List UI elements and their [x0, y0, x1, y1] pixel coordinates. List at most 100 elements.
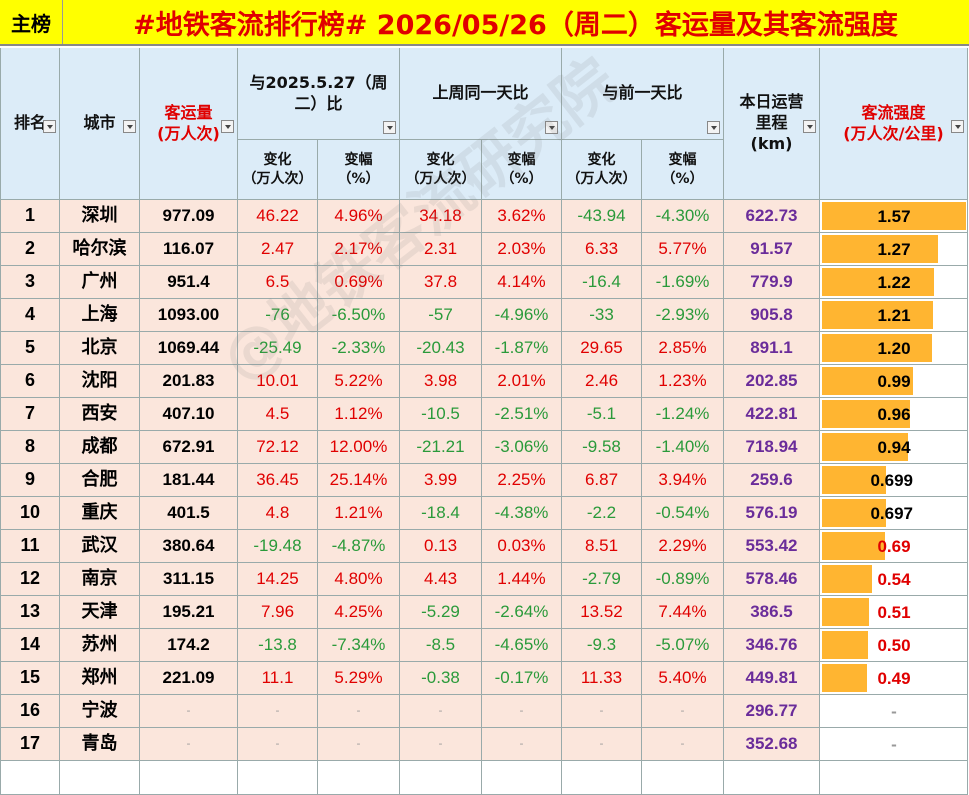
filter-button[interactable] — [707, 121, 720, 134]
table-cell: 6.5 — [238, 266, 318, 299]
subcolumn-header: 变化 （万人次） — [238, 140, 318, 200]
table-cell: - — [238, 728, 318, 761]
table-cell: 上海 — [60, 299, 140, 332]
table-cell: - — [318, 728, 400, 761]
table-cell: 2.17% — [318, 233, 400, 266]
table-cell: 3.62% — [482, 200, 562, 233]
table-cell: 779.9 — [724, 266, 820, 299]
intensity-bar — [822, 301, 933, 329]
table-cell: 合肥 — [60, 464, 140, 497]
table-cell: 4 — [0, 299, 60, 332]
filter-button[interactable] — [383, 121, 396, 134]
table-cell: 1.44% — [482, 563, 562, 596]
table-cell: 195.21 — [140, 596, 238, 629]
subcolumn-header: 变化 （万人次） — [400, 140, 482, 200]
intensity-value: 0.50 — [877, 635, 911, 655]
intensity-value: 1.27 — [877, 239, 911, 259]
subcolumn-header: 变幅 （%） — [318, 140, 400, 200]
table-cell: -4.96% — [482, 299, 562, 332]
table-cell: 401.5 — [140, 497, 238, 530]
empty-cell — [60, 761, 140, 795]
table-cell: 905.8 — [724, 299, 820, 332]
table-cell: - — [318, 695, 400, 728]
table-cell: 15 — [0, 662, 60, 695]
table-cell: 2.01% — [482, 365, 562, 398]
table-cell: 11 — [0, 530, 60, 563]
table-cell: 3.98 — [400, 365, 482, 398]
filter-button[interactable] — [123, 120, 136, 133]
intensity-value: 1.57 — [877, 206, 911, 226]
table-cell: 9 — [0, 464, 60, 497]
empty-cell — [238, 761, 318, 795]
table-cell: -1.24% — [642, 398, 724, 431]
table-cell: 13 — [0, 596, 60, 629]
table-cell: 14.25 — [238, 563, 318, 596]
table-cell: 578.46 — [724, 563, 820, 596]
table-cell: -2.79 — [562, 563, 642, 596]
empty-cell — [820, 761, 968, 795]
table-cell: 576.19 — [724, 497, 820, 530]
empty-cell — [482, 761, 562, 795]
table-cell: 1.12% — [318, 398, 400, 431]
table-cell: - — [562, 728, 642, 761]
table-cell: - — [140, 728, 238, 761]
table-cell: 202.85 — [724, 365, 820, 398]
table-cell: 13.52 — [562, 596, 642, 629]
table-cell: 苏州 — [60, 629, 140, 662]
filter-button[interactable] — [221, 120, 234, 133]
filter-button[interactable] — [43, 120, 56, 133]
table-cell: 天津 — [60, 596, 140, 629]
table-cell: 5.22% — [318, 365, 400, 398]
filter-button[interactable] — [803, 120, 816, 133]
table-cell: 352.68 — [724, 728, 820, 761]
table-cell: 25.14% — [318, 464, 400, 497]
table-cell: 0.69% — [318, 266, 400, 299]
intensity-value: 0.96 — [877, 404, 911, 424]
table-cell: 4.8 — [238, 497, 318, 530]
table-cell: 11.33 — [562, 662, 642, 695]
table-cell: 116.07 — [140, 233, 238, 266]
table-cell: 哈尔滨 — [60, 233, 140, 266]
intensity-bar — [822, 499, 886, 527]
table-cell: - — [482, 695, 562, 728]
table-cell: 346.76 — [724, 629, 820, 662]
table-cell: 407.10 — [140, 398, 238, 431]
table-cell: 380.64 — [140, 530, 238, 563]
intensity-value: 0.49 — [877, 668, 911, 688]
table-cell: 7 — [0, 398, 60, 431]
table-cell: 宁波 — [60, 695, 140, 728]
table-cell: 7.96 — [238, 596, 318, 629]
table-cell: 0.13 — [400, 530, 482, 563]
filter-button[interactable] — [951, 120, 964, 133]
table-cell: 174.2 — [140, 629, 238, 662]
table-cell: 2 — [0, 233, 60, 266]
intensity-value: 0.99 — [877, 371, 911, 391]
table-cell: -0.38 — [400, 662, 482, 695]
table-cell: 951.4 — [140, 266, 238, 299]
table-cell: 622.73 — [724, 200, 820, 233]
table-cell: 891.1 — [724, 332, 820, 365]
table-cell: 386.5 — [724, 596, 820, 629]
table-cell: -8.5 — [400, 629, 482, 662]
subcolumn-header: 变幅 （%） — [642, 140, 724, 200]
tag: 主榜 — [0, 0, 63, 44]
table-cell: 553.42 — [724, 530, 820, 563]
intensity-bar — [822, 433, 909, 461]
column-header: 客流强度 (万人次/公里) — [820, 48, 968, 200]
intensity-value: 0.54 — [877, 569, 911, 589]
table-cell: 成都 — [60, 431, 140, 464]
table-cell: -43.94 — [562, 200, 642, 233]
intensity-bar — [822, 598, 869, 626]
table-cell: 311.15 — [140, 563, 238, 596]
intensity-value: 0.51 — [877, 602, 911, 622]
table-cell: - — [482, 728, 562, 761]
column-header: 与前一天比 — [562, 48, 724, 140]
table-cell: 1093.00 — [140, 299, 238, 332]
table-cell: 296.77 — [724, 695, 820, 728]
intensity-bar — [822, 400, 911, 428]
table-cell: -4.38% — [482, 497, 562, 530]
table-cell: -0.89% — [642, 563, 724, 596]
empty-cell — [140, 761, 238, 795]
table-cell: 北京 — [60, 332, 140, 365]
filter-button[interactable] — [545, 121, 558, 134]
